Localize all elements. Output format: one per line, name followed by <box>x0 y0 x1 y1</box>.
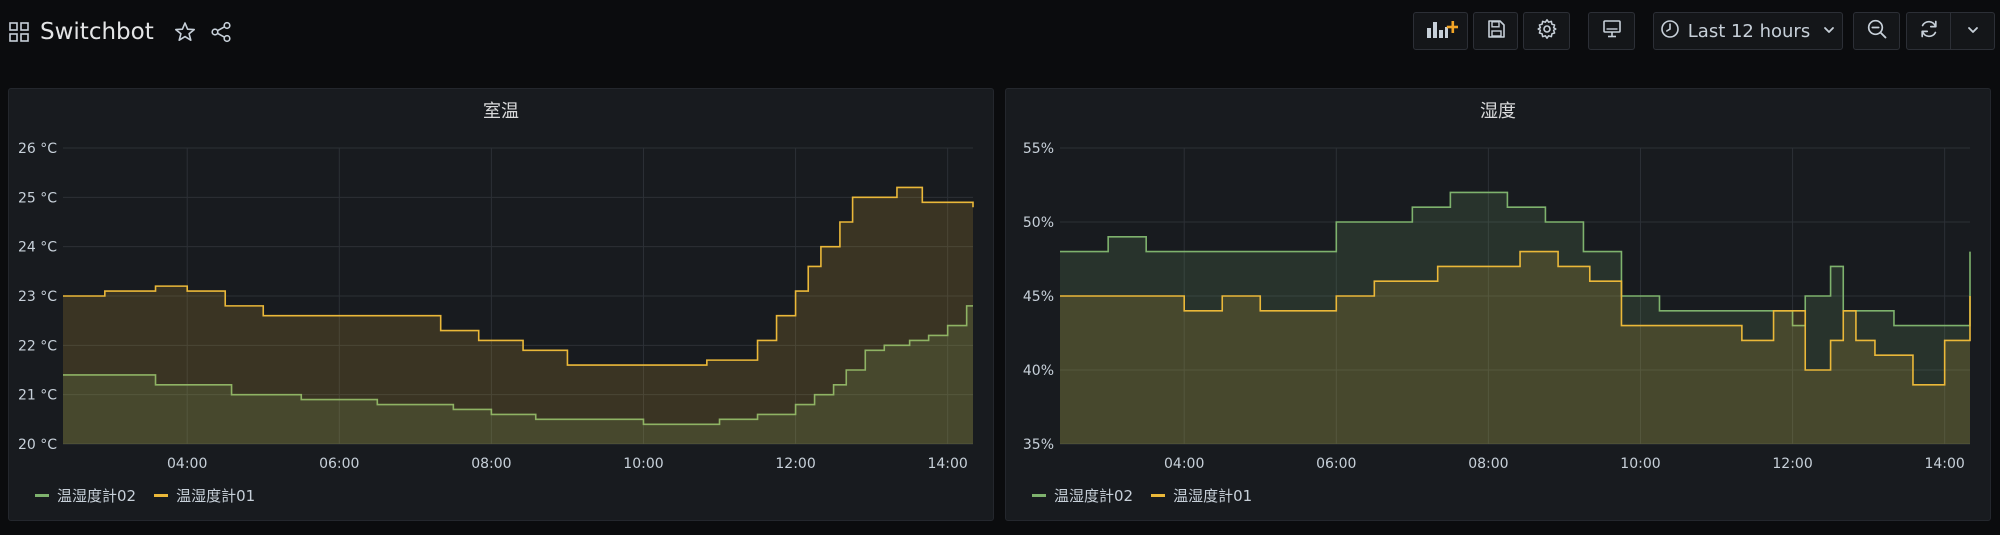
save-icon <box>1486 19 1506 43</box>
y-tick-label: 45% <box>1023 289 1054 305</box>
legend-swatch <box>154 494 169 497</box>
view-mode-button[interactable] <box>1588 12 1635 50</box>
legend-swatch <box>35 494 49 497</box>
y-tick-label: 23 °C <box>18 289 57 305</box>
series-area-0 <box>1060 192 1970 444</box>
add-panel-button[interactable] <box>1413 12 1468 50</box>
legend-label: 温湿度計02 <box>57 487 137 505</box>
legend: 温湿度計02 温湿度計01 <box>1032 485 1270 506</box>
refresh-interval-dropdown[interactable] <box>1950 12 1995 50</box>
zoom-out-icon <box>1866 18 1888 44</box>
zoom-out-button[interactable] <box>1853 12 1900 50</box>
y-tick-label: 35% <box>1023 437 1054 453</box>
y-tick-label: 24 °C <box>18 240 57 256</box>
monitor-icon <box>1602 19 1622 43</box>
series-area-1 <box>63 187 973 444</box>
share-icon[interactable] <box>208 19 234 45</box>
x-tick-label: 12:00 <box>775 456 815 472</box>
panel-title[interactable]: 湿度 <box>1480 101 1516 122</box>
series-line-1[interactable] <box>1060 250 1971 386</box>
x-tick-label: 08:00 <box>471 456 511 472</box>
chevron-down-icon <box>1966 22 1980 41</box>
y-tick-label: 40% <box>1023 363 1054 379</box>
chevron-down-icon <box>1822 22 1836 41</box>
gear-icon <box>1536 18 1558 44</box>
y-tick-label: 50% <box>1023 215 1054 231</box>
x-tick-label: 06:00 <box>319 456 359 472</box>
time-range-picker[interactable]: Last 12 hours <box>1653 12 1843 50</box>
y-tick-label: 22 °C <box>18 338 57 354</box>
legend-label: 温湿度計01 <box>1173 487 1253 505</box>
x-tick-label: 04:00 <box>1164 456 1204 472</box>
legend-label: 温湿度計02 <box>1054 487 1134 505</box>
y-tick-label: 55% <box>1023 141 1054 157</box>
legend: 温湿度計02 温湿度計01 <box>35 485 273 506</box>
time-range-label: Last 12 hours <box>1687 20 1811 42</box>
x-tick-label: 04:00 <box>167 456 207 472</box>
dashboard-title[interactable]: Switchbot <box>40 19 154 45</box>
legend-label: 温湿度計01 <box>176 487 256 505</box>
x-tick-label: 14:00 <box>1924 456 1964 472</box>
humidity-chart[interactable]: 35% 40% 45% 50% 55% 04:00 06:00 08:00 10:00 12:00… <box>1006 89 1992 522</box>
x-tick-label: 06:00 <box>1316 456 1356 472</box>
refresh-button[interactable] <box>1906 12 1951 50</box>
x-tick-label: 10:00 <box>623 456 663 472</box>
x-tick-label: 12:00 <box>1772 456 1812 472</box>
y-tick-label: 25 °C <box>18 190 57 206</box>
legend-item-sensor01[interactable]: 温湿度計01 <box>154 485 255 506</box>
clock-icon <box>1660 19 1680 43</box>
legend-swatch <box>1151 494 1166 497</box>
legend-swatch <box>1032 494 1046 497</box>
panel-title[interactable]: 室温 <box>483 101 519 122</box>
x-tick-label: 10:00 <box>1620 456 1660 472</box>
y-tick-label: 20 °C <box>18 437 57 453</box>
save-dashboard-button[interactable] <box>1473 12 1518 50</box>
x-tick-label: 08:00 <box>1468 456 1508 472</box>
top-nav-bar: Switchbot <box>0 0 2000 64</box>
add-panel-icon <box>1424 18 1459 44</box>
x-tick-label: 14:00 <box>927 456 967 472</box>
temperature-panel: 室温 20 °C 21 °C 22 °C 23 °C 24 °C 25 °C 26 °C 04… <box>8 88 994 521</box>
legend-item-sensor01[interactable]: 温湿度計01 <box>1151 485 1252 506</box>
legend-item-sensor02[interactable]: 温湿度計02 <box>35 485 136 506</box>
temperature-chart[interactable]: 20 °C 21 °C 22 °C 23 °C 24 °C 25 °C 26 °C 04:00… <box>9 89 995 522</box>
series-area-1 <box>1060 251 1970 444</box>
dashboard-settings-button[interactable] <box>1523 12 1570 50</box>
legend-item-sensor02[interactable]: 温湿度計02 <box>1032 485 1133 506</box>
y-tick-label: 26 °C <box>18 141 57 157</box>
grid-icon[interactable] <box>8 21 30 43</box>
series-line-1[interactable] <box>63 186 974 366</box>
star-icon[interactable] <box>172 19 198 45</box>
series-area-0 <box>63 305 973 444</box>
series-line-0[interactable] <box>63 305 973 426</box>
humidity-panel: 湿度 35% 40% 45% 50% 55% 04:00 06:00 08:00 10:00 12… <box>1005 88 1991 521</box>
refresh-icon <box>1918 18 1940 44</box>
y-tick-label: 21 °C <box>18 388 57 404</box>
dashboard-title-group: Switchbot <box>8 14 244 50</box>
